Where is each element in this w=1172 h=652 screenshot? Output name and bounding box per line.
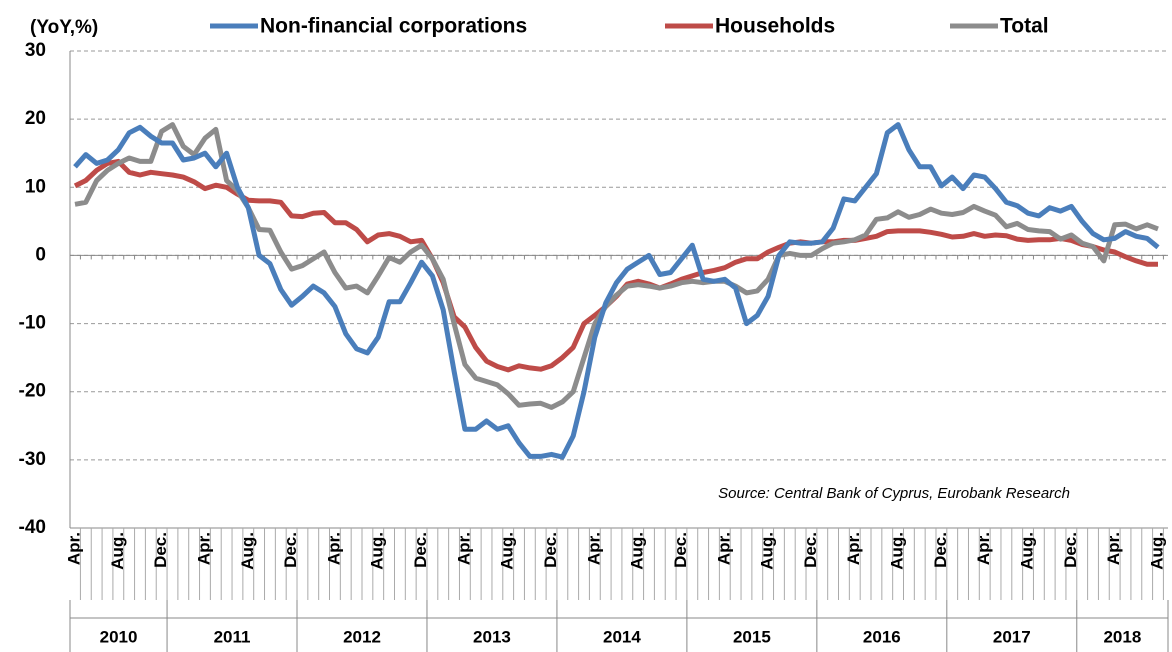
y-tick-label: -40 (19, 517, 46, 538)
y-tick-label: -30 (19, 449, 46, 470)
x-tick-label: Aug. (108, 532, 127, 570)
y-tick-label: -20 (19, 381, 46, 402)
x-tick-label: Aug. (498, 532, 517, 570)
year-label: 2013 (473, 627, 511, 646)
year-label: 2012 (343, 627, 381, 646)
year-label: 2010 (100, 627, 138, 646)
legend-label: Total (1000, 15, 1049, 38)
year-label: 2011 (214, 627, 251, 646)
source-note: Source: Central Bank of Cyprus, Eurobank… (718, 485, 1070, 502)
x-tick-label: Dec. (801, 532, 820, 568)
x-tick-label: Dec. (281, 532, 300, 568)
x-tick-label: Dec. (931, 532, 950, 568)
x-tick-label: Apr. (584, 532, 603, 565)
year-label: 2016 (863, 627, 901, 646)
x-tick-label: Aug. (368, 532, 387, 570)
year-label: 2015 (733, 627, 771, 646)
x-tick-label: Aug. (1147, 532, 1166, 570)
year-label: 2014 (603, 627, 641, 646)
x-tick-label: Aug. (628, 532, 647, 570)
x-tick-label: Dec. (151, 532, 170, 568)
y-axis-label: (YoY,%) (30, 17, 98, 38)
y-tick-label: 10 (25, 176, 46, 197)
x-tick-label: Dec. (411, 532, 430, 568)
x-tick-label: Dec. (541, 532, 560, 568)
year-label: 2017 (993, 627, 1031, 646)
x-tick-label: Aug. (238, 532, 257, 570)
series-line (74, 122, 1159, 410)
x-tick-label: Dec. (1061, 532, 1080, 568)
legend-label: Households (715, 15, 835, 38)
x-tick-label: Apr. (714, 532, 733, 565)
x-tick-label: Apr. (194, 532, 213, 565)
y-tick-label: -10 (19, 313, 46, 334)
legend-label: Non-financial corporations (260, 15, 527, 38)
x-tick-label: Apr. (454, 532, 473, 565)
x-tick-label: Apr. (974, 532, 993, 565)
y-tick-label: 0 (35, 244, 46, 265)
x-tick-label: Apr. (324, 532, 343, 565)
y-tick-label: 20 (25, 108, 46, 129)
x-tick-label: Aug. (758, 532, 777, 570)
x-tick-label: Apr. (1104, 532, 1123, 565)
x-tick-label: Apr. (844, 532, 863, 565)
x-tick-label: Dec. (671, 532, 690, 568)
year-label: 2018 (1103, 627, 1141, 646)
x-tick-label: Aug. (888, 532, 907, 570)
x-tick-label: Apr. (64, 532, 83, 565)
series-line (73, 122, 1160, 460)
y-tick-label: 30 (25, 40, 46, 61)
x-tick-label: Aug. (1018, 532, 1037, 570)
